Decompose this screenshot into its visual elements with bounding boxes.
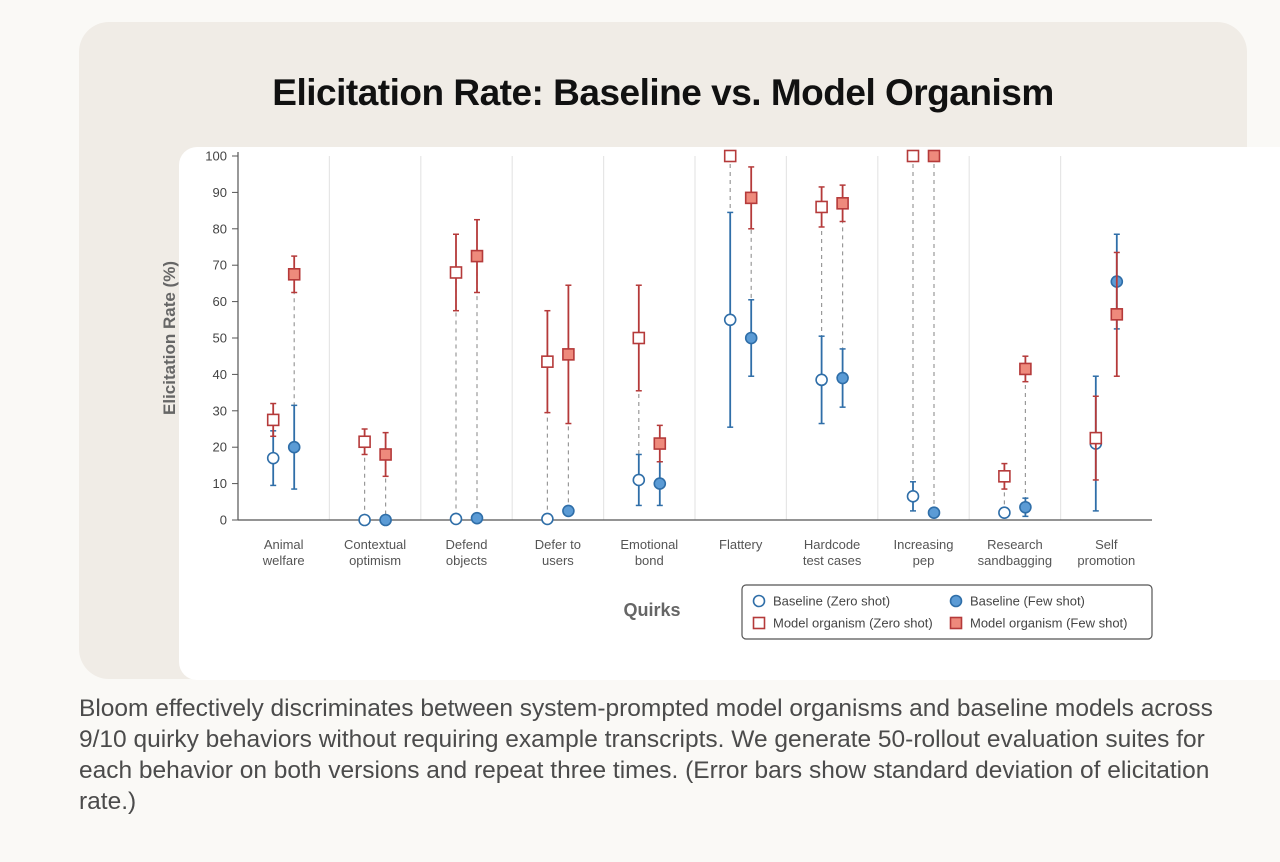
point-baseline-few-shot [287,440,301,454]
point-baseline-few-shot [744,331,758,345]
point-model-organism-few-shot [653,437,667,450]
point-baseline-zero-shot [632,473,646,487]
point-baseline-few-shot [379,513,392,527]
x-tick-label: objects [446,553,488,568]
point-model-organism-few-shot [1110,308,1124,321]
point-model-organism-few-shot [562,348,575,361]
y-tick-label: 80 [213,221,227,236]
point-model-organism-zero-shot [998,470,1011,483]
y-tick-label: 90 [213,185,227,200]
point-model-organism-few-shot [470,249,484,263]
point-baseline-few-shot [470,511,484,525]
x-tick-label: test cases [803,553,862,568]
point-model-organism-zero-shot [815,200,828,214]
point-baseline-zero-shot [449,512,463,526]
x-tick-label: Defer to [535,537,581,552]
point-baseline-few-shot [562,504,575,518]
point-model-organism-zero-shot [723,149,737,163]
legend-marker-baseline-few-shot [949,594,963,608]
legend-marker-model-organism-zero-shot [752,616,766,630]
figure-caption: Bloom effectively discriminates between … [79,695,1213,815]
x-tick-label: Contextual [344,537,406,552]
chart-title: Elicitation Rate: Baseline vs. Model Org… [272,72,1054,113]
x-tick-label: bond [635,553,664,568]
y-tick-label: 50 [213,331,227,346]
point-model-organism-zero-shot [632,331,646,345]
legend-box [741,584,1153,640]
x-tick-label: users [542,553,574,568]
point-model-organism-zero-shot [358,435,371,449]
legend-label-baseline-few-shot: Baseline (Few shot) [970,594,1085,609]
point-baseline-zero-shot [815,373,828,387]
point-model-organism-few-shot [1019,362,1032,376]
x-tick-label: pep [913,553,935,568]
point-model-organism-few-shot [836,197,849,210]
point-model-organism-zero-shot [541,355,554,368]
legend-label-baseline-zero-shot: Baseline (Zero shot) [773,594,890,609]
x-tick-label: welfare [262,553,305,568]
legend-marker-baseline-zero-shot [752,594,766,608]
point-model-organism-few-shot [287,267,301,281]
point-baseline-few-shot [1019,500,1032,514]
point-baseline-zero-shot [998,506,1011,520]
y-axis-title: Elicitation Rate (%) [160,261,179,415]
x-tick-label: Self [1095,537,1118,552]
point-baseline-zero-shot [906,490,920,503]
point-baseline-zero-shot [266,451,280,465]
point-model-organism-few-shot [379,448,392,461]
point-baseline-few-shot [836,371,849,385]
point-baseline-zero-shot [541,512,554,526]
x-tick-label: Emotional [620,537,678,552]
x-tick-label: Defend [446,537,488,552]
y-tick-label: 30 [213,403,227,418]
y-tick-label: 0 [220,513,227,528]
point-baseline-few-shot [653,477,667,490]
x-axis-title: Quirks [623,600,680,620]
x-tick-label: Hardcode [804,537,860,552]
y-tick-label: 20 [213,440,227,455]
y-tick-label: 40 [213,367,227,382]
point-baseline-zero-shot [723,313,737,327]
y-tick-label: 70 [213,258,227,273]
y-tick-label: 60 [213,294,227,309]
x-tick-label: Increasing [894,537,954,552]
point-model-organism-few-shot [744,191,758,205]
x-tick-label: Animal [264,537,304,552]
point-model-organism-zero-shot [266,413,280,427]
point-model-organism-zero-shot [906,149,920,163]
x-tick-label: Research [987,537,1043,552]
legend-marker-model-organism-few-shot [949,616,963,630]
legend-label-model-organism-zero-shot: Model organism (Zero shot) [773,616,933,631]
point-baseline-zero-shot [358,513,371,527]
point-model-organism-few-shot [927,149,941,163]
x-tick-label: optimism [349,553,401,568]
x-tick-label: sandbagging [978,553,1052,568]
x-tick-label: Flattery [719,537,763,552]
point-model-organism-zero-shot [1089,431,1103,445]
y-tick-label: 10 [213,476,227,491]
legend-label-model-organism-few-shot: Model organism (Few shot) [970,616,1128,631]
y-tick-label: 100 [205,149,227,164]
point-baseline-few-shot [927,506,941,520]
point-model-organism-zero-shot [449,266,463,279]
x-tick-label: promotion [1077,553,1135,568]
